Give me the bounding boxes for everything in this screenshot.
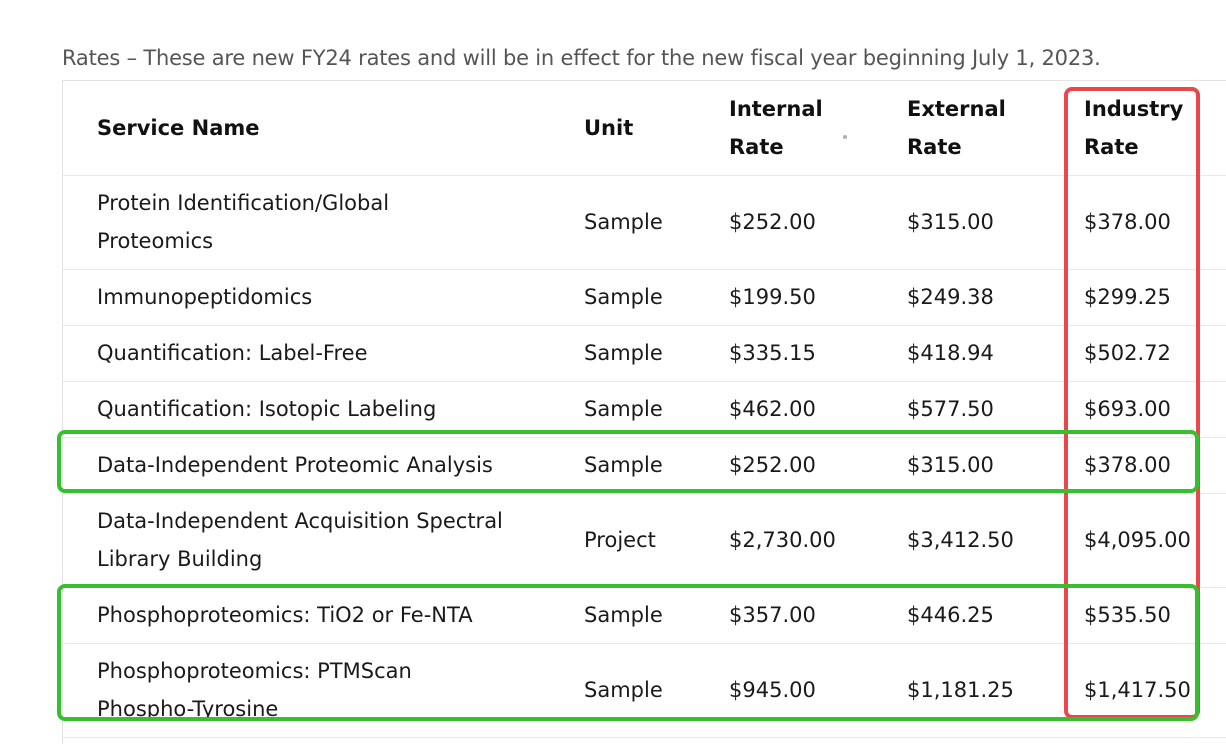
header-internal-rate: Internal Rate (729, 81, 907, 176)
header-external-rate: External Rate (907, 81, 1084, 176)
internal-rate-cell: $252.00 (729, 437, 907, 494)
table-row: Quantification: Isotopic Labeling Sample… (63, 381, 1226, 438)
table-row: Phosphoproteomics: TiO2 or Fe-NTA Sample… (63, 587, 1226, 644)
service-name-cell: Quantification: Label-Free (63, 325, 584, 382)
header-unit: Unit (584, 81, 729, 176)
industry-rate-cell: $378.00 (1084, 175, 1226, 270)
internal-rate-cell: $462.00 (729, 381, 907, 438)
service-name-cell: Data-Independent Proteomic Analysis (63, 437, 584, 494)
external-rate-cell: $3,412.50 (907, 493, 1084, 588)
service-name-cell: Quantification: Isotopic Labeling (63, 381, 584, 438)
unit-cell: Project (584, 493, 729, 588)
external-rate-cell: $577.50 (907, 381, 1084, 438)
industry-rate-cell: $4,095.00 (1084, 493, 1226, 588)
unit-cell: Sample (584, 437, 729, 494)
unit-cell: Sample (584, 175, 729, 270)
industry-rate-cell: $1,417.50 (1084, 643, 1226, 738)
internal-rate-cell: $945.00 (729, 643, 907, 738)
table-row: Phosphoproteomics: PTMScan Phospho-Tyrosi… (63, 643, 1226, 738)
external-rate-cell: $249.38 (907, 269, 1084, 326)
table-header-row: Service Name Unit Internal Rate External R… (63, 81, 1226, 176)
service-name-cell: Phosphoproteomics: TiO2 or Fe-NTA (63, 587, 584, 644)
service-name-cell: Protein Identification/Global Proteomics (63, 175, 584, 270)
table-row: Data-Independent Proteomic Analysis Samp… (63, 437, 1226, 494)
rates-caption: Rates – These are new FY24 rates and wil… (62, 46, 1101, 70)
header-service-name: Service Name (63, 81, 584, 176)
table-row: Immunopeptidomics Sample $199.50 $249.38… (63, 269, 1226, 326)
industry-rate-cell: $299.25 (1084, 269, 1226, 326)
header-industry-rate: Industry Rate (1084, 81, 1226, 176)
rates-table-container: Service Name Unit Internal Rate External R… (62, 80, 1226, 744)
industry-rate-cell: $502.72 (1084, 325, 1226, 382)
internal-rate-cell: $357.00 (729, 587, 907, 644)
internal-rate-cell: $199.50 (729, 269, 907, 326)
industry-rate-cell: $693.00 (1084, 381, 1226, 438)
internal-rate-cell: $2,730.00 (729, 493, 907, 588)
unit-cell: Sample (584, 587, 729, 644)
service-name-cell: Data-Independent Acquisition Spectral Lib… (63, 493, 584, 588)
stray-dot (843, 135, 847, 139)
internal-rate-cell: $252.00 (729, 175, 907, 270)
table-row: Quantification: Label-Free Sample $335.1… (63, 325, 1226, 382)
rates-table: Service Name Unit Internal Rate External R… (63, 81, 1226, 738)
service-name-cell: Immunopeptidomics (63, 269, 584, 326)
industry-rate-cell: $378.00 (1084, 437, 1226, 494)
table-row: Protein Identification/Global Proteomics … (63, 175, 1226, 270)
unit-cell: Sample (584, 325, 729, 382)
table-row: Data-Independent Acquisition Spectral Lib… (63, 493, 1226, 588)
external-rate-cell: $315.00 (907, 175, 1084, 270)
external-rate-cell: $418.94 (907, 325, 1084, 382)
internal-rate-cell: $335.15 (729, 325, 907, 382)
external-rate-cell: $315.00 (907, 437, 1084, 494)
service-name-cell: Phosphoproteomics: PTMScan Phospho-Tyrosi… (63, 643, 584, 738)
unit-cell: Sample (584, 381, 729, 438)
external-rate-cell: $446.25 (907, 587, 1084, 644)
unit-cell: Sample (584, 643, 729, 738)
industry-rate-cell: $535.50 (1084, 587, 1226, 644)
unit-cell: Sample (584, 269, 729, 326)
external-rate-cell: $1,181.25 (907, 643, 1084, 738)
